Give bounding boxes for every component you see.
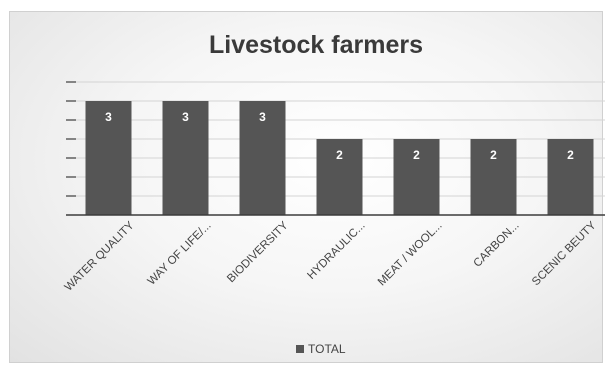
x-tick-label: SCENIC BEUTY [530,219,599,288]
x-tick-label: CARBON... [472,220,522,270]
legend: TOTAL [296,342,346,356]
data-label: 3 [105,110,112,124]
data-label: 2 [413,148,420,162]
bar [162,101,209,215]
data-label: 2 [490,148,497,162]
x-tick-label: MEAT / WOOL... [376,220,445,289]
x-tick-label: WATER QUALITY [63,219,137,293]
x-tick-label: WAY OF LIFE/... [146,220,214,288]
bars: 3 3 3 2 2 2 2 [85,101,594,215]
y-axis-ticks [66,81,76,197]
bar [393,139,440,215]
data-label: 2 [567,148,574,162]
chart-title: Livestock farmers [209,31,423,59]
bar [470,139,517,215]
data-label: 2 [336,148,343,162]
x-tick-label: HYDRAULIC... [305,220,367,282]
bar [316,139,363,215]
bar [547,139,594,215]
data-label: 3 [182,110,189,124]
bar [85,101,132,215]
x-axis-labels: WATER QUALITY WAY OF LIFE/... BIODIVERSITY… [63,219,599,293]
data-label: 3 [259,110,266,124]
legend-label: TOTAL [308,342,346,356]
x-tick-label: BIODIVERSITY [225,219,291,285]
legend-swatch [296,345,304,353]
bar [239,101,286,215]
